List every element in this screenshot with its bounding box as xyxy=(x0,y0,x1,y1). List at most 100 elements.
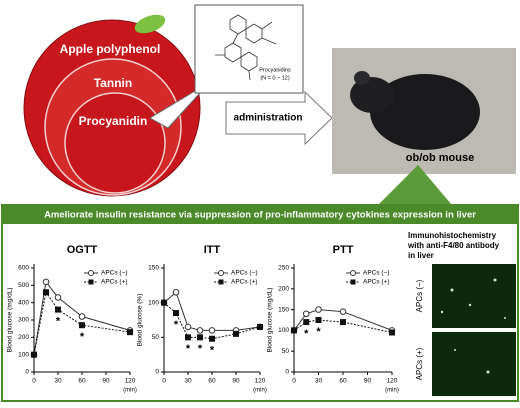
mouse-label: ob/ob mouse xyxy=(406,152,474,164)
ihc-image xyxy=(432,264,516,328)
point xyxy=(340,319,346,326)
x-tick-label: 120 xyxy=(255,378,266,385)
apple-inner xyxy=(64,92,166,194)
significance: * xyxy=(56,316,61,328)
y-tick-label: 100 xyxy=(18,351,29,358)
point xyxy=(197,334,203,341)
y-axis-label: Blood glucose (mg/dL) xyxy=(267,287,274,352)
x-tick-label: 120 xyxy=(125,378,136,385)
x-tick-label: 60 xyxy=(78,378,86,385)
point xyxy=(173,310,179,317)
y-tick-label: 100 xyxy=(148,299,159,306)
x-tick-label: 30 xyxy=(184,378,192,385)
x-tick-label: 0 xyxy=(162,378,166,385)
y-axis-label: Blood glucose (%) xyxy=(137,294,144,347)
significance: * xyxy=(198,343,203,355)
x-tick-label: 30 xyxy=(54,378,62,385)
arrow xyxy=(225,90,333,146)
chart-title: ITT xyxy=(204,244,221,256)
mouse-ear xyxy=(354,71,370,85)
apple-label: Tannin xyxy=(94,76,132,90)
point xyxy=(185,334,191,341)
y-tick-label: 150 xyxy=(278,306,289,313)
banner-text: Ameliorate insulin resistance via suppre… xyxy=(44,210,476,221)
point xyxy=(389,329,395,336)
x-tick-label: 60 xyxy=(208,378,216,385)
point xyxy=(78,313,86,320)
point xyxy=(315,317,322,323)
y-tick-label: 600 xyxy=(18,265,29,272)
ihc-title: with anti-F4/80 antibody xyxy=(407,241,500,250)
point xyxy=(315,306,322,313)
structure-name: Procyanidins xyxy=(259,67,291,73)
point xyxy=(257,323,263,330)
legend-label: APCs (+) xyxy=(231,279,258,286)
significance: * xyxy=(174,319,179,331)
point xyxy=(172,288,180,296)
y-tick-label: 150 xyxy=(148,265,159,272)
x-tick-label: 90 xyxy=(232,378,240,385)
legend-label: APCs (+) xyxy=(363,279,390,286)
significance: * xyxy=(210,345,215,357)
ihc-title: Immunohistochemistry xyxy=(408,231,497,240)
point xyxy=(184,323,192,331)
mouse xyxy=(370,74,480,150)
point xyxy=(339,308,347,315)
x-axis-label: (min) xyxy=(385,388,399,394)
y-tick-label: 0 xyxy=(155,369,159,376)
legend-label: APCs (+) xyxy=(101,279,128,286)
point xyxy=(302,310,310,318)
y-tick-label: 50 xyxy=(152,334,160,341)
x-tick-label: 0 xyxy=(292,378,296,385)
y-tick-label: 0 xyxy=(25,369,29,376)
mouse-head xyxy=(350,77,394,113)
point xyxy=(209,335,215,342)
point xyxy=(42,278,50,286)
y-tick-label: 0 xyxy=(285,369,289,376)
significance: * xyxy=(316,326,321,338)
y-tick-label: 50 xyxy=(282,348,290,355)
y-tick-label: 250 xyxy=(278,265,289,272)
point xyxy=(303,319,310,326)
x-axis-label: (min) xyxy=(253,388,267,394)
legend-marker xyxy=(218,270,224,276)
x-tick-label: 30 xyxy=(315,378,323,385)
legend-label: APCs (−) xyxy=(363,270,390,277)
point xyxy=(43,289,49,296)
ihc-image xyxy=(432,332,516,396)
x-tick-label: 90 xyxy=(102,378,110,385)
ihc-label: APCs (+) xyxy=(415,347,424,380)
ihc-cells xyxy=(440,278,506,374)
y-tick-label: 400 xyxy=(18,299,29,306)
structure-box xyxy=(194,4,304,94)
point xyxy=(196,327,204,334)
legend-label: APCs (−) xyxy=(231,270,258,277)
structure-n: (N = 0 ~ 12) xyxy=(260,75,290,81)
pointer xyxy=(378,165,452,205)
ihc-title: in liver xyxy=(408,251,434,260)
legend-marker xyxy=(88,270,94,276)
legend-marker xyxy=(218,279,224,285)
x-tick-label: 120 xyxy=(387,378,398,385)
y-axis-label: Blood glucose (mg/dL) xyxy=(7,287,14,352)
leaf xyxy=(134,14,166,34)
arrow-label: administration xyxy=(234,113,303,124)
y-tick-label: 300 xyxy=(18,317,29,324)
legend-marker xyxy=(88,279,94,285)
structure-drawing xyxy=(215,14,277,81)
point xyxy=(161,299,167,306)
point xyxy=(54,294,62,301)
point xyxy=(233,330,239,337)
point xyxy=(79,322,85,329)
ihc-label: APCs (−) xyxy=(415,279,424,312)
point xyxy=(31,351,37,358)
x-tick-label: 0 xyxy=(32,378,36,385)
significance: * xyxy=(304,328,309,340)
point xyxy=(55,306,61,313)
x-tick-label: 60 xyxy=(339,378,347,385)
y-tick-label: 200 xyxy=(278,286,289,293)
banner xyxy=(2,205,518,224)
x-axis-label: (min) xyxy=(123,388,137,394)
legend-marker xyxy=(350,270,356,276)
